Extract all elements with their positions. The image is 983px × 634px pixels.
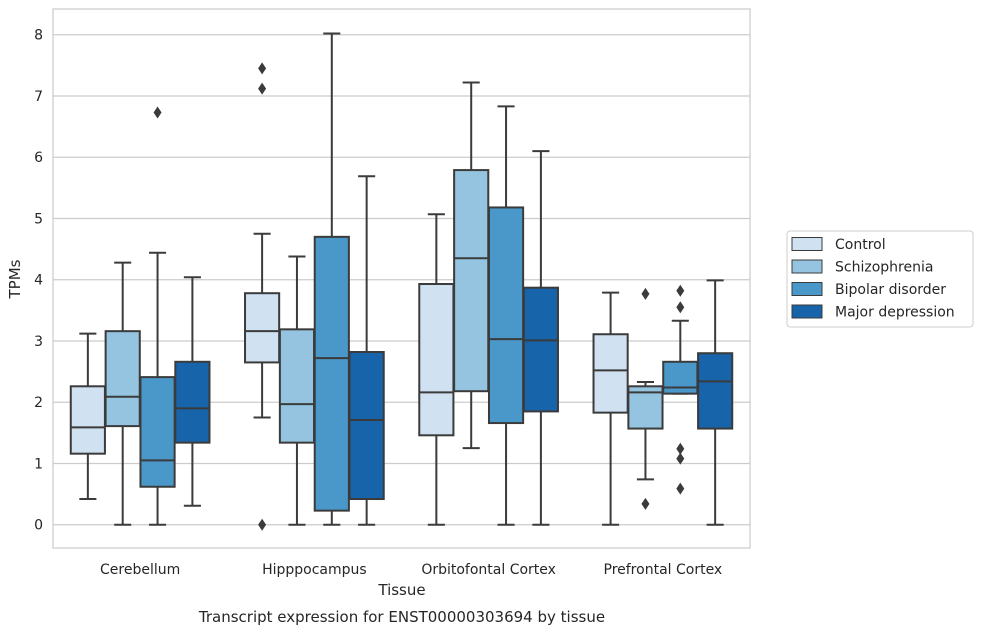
y-tick-label: 8 [34, 28, 43, 44]
legend-frame [786, 230, 974, 328]
y-tick-label: 7 [34, 89, 43, 105]
y-tick-labels: 0 1 2 3 4 5 6 7 8 [34, 28, 43, 534]
box-0-2 [139, 106, 176, 526]
box-iqr [592, 333, 629, 414]
y-tick-label: 2 [34, 395, 43, 411]
legend-label: Schizophrenia [835, 260, 933, 276]
outlier-marker [641, 497, 650, 510]
outlier-marker [676, 452, 685, 465]
legend-label: Bipolar disorder [835, 282, 946, 298]
box-1-1 [278, 255, 316, 526]
box-2-1 [453, 81, 490, 450]
box-iqr [522, 286, 559, 413]
outlier-marker [676, 442, 685, 455]
legend-label: Major depression [835, 305, 955, 321]
outlier-marker [676, 482, 685, 495]
box-0-0 [69, 332, 106, 500]
box-3-0 [592, 291, 629, 526]
box-1-0 [244, 62, 281, 531]
box-iqr [244, 292, 281, 364]
chart-caption: Transcript expression for ENST0000030369… [198, 608, 605, 626]
box-iqr [418, 283, 455, 437]
outlier-marker [153, 106, 162, 119]
box-iqr [487, 206, 525, 425]
y-tick-label: 6 [34, 150, 43, 166]
box-3-2 [662, 284, 699, 495]
outlier-marker [258, 518, 267, 531]
box-iqr [69, 385, 106, 455]
box-iqr [278, 328, 316, 444]
outlier-marker [676, 284, 685, 297]
x-tick-label: Hipppocampus [262, 562, 367, 578]
legend-swatch [791, 304, 823, 319]
y-tick-label: 3 [34, 334, 43, 350]
box-iqr [104, 330, 141, 428]
box-0-1 [104, 261, 141, 526]
legend-swatch [791, 282, 823, 296]
y-tick-label: 1 [34, 456, 43, 472]
box-3-1 [627, 287, 664, 510]
box-iqr [139, 376, 176, 488]
y-axis-label: TPMs [6, 259, 24, 299]
outlier-marker [258, 82, 267, 95]
box-1-2 [313, 32, 350, 526]
y-tick-label: 5 [34, 211, 43, 227]
box-iqr [453, 169, 490, 393]
box-iqr [348, 351, 385, 500]
box-iqr [662, 360, 699, 395]
box-3-3 [697, 279, 734, 526]
outlier-marker [676, 301, 685, 314]
x-tick-label: Cerebellum [100, 562, 180, 578]
box-2-3 [522, 150, 559, 526]
legend-label: Control [835, 237, 886, 253]
box-2-2 [487, 105, 525, 526]
box-iqr [697, 352, 734, 430]
outlier-marker [641, 287, 650, 300]
x-tick-label: Prefrontal Cortex [604, 562, 723, 578]
plot-area-frame [52, 8, 751, 549]
legend-swatch [791, 259, 823, 274]
box-2-0 [418, 213, 455, 526]
box-1-3 [348, 175, 385, 526]
box-0-3 [174, 276, 211, 507]
boxes-layer [69, 32, 734, 531]
box-iqr [313, 235, 350, 512]
legend-swatch [791, 237, 823, 251]
outlier-marker [258, 62, 267, 75]
x-axis-label: Tissue [377, 581, 425, 599]
legend: Control Schizophrenia Bipolar disorder Majo… [786, 230, 974, 328]
x-tick-label: Orbitofontal Cortex [421, 562, 556, 578]
y-tick-label: 4 [34, 273, 43, 289]
y-tick-label: 0 [34, 518, 43, 534]
x-tick-labels: Cerebellum Hipppocampus Orbitofontal Corte… [100, 562, 722, 578]
box-iqr [174, 360, 211, 444]
